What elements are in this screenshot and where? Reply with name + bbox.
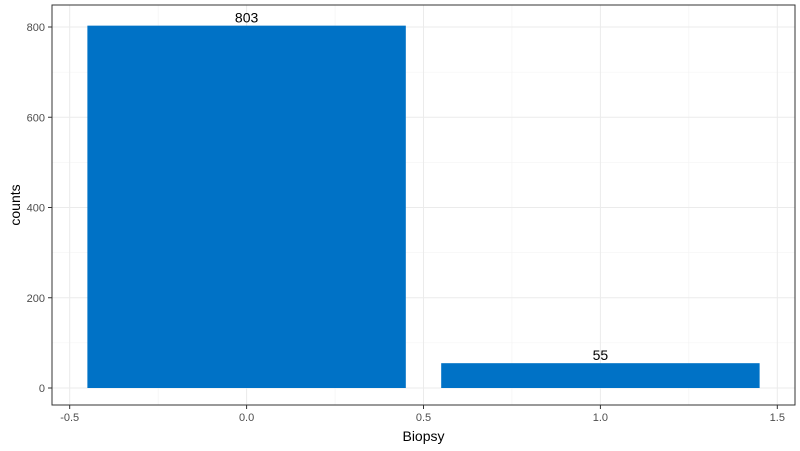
y-tick-label: 600	[27, 112, 45, 124]
x-tick-label: -0.5	[60, 412, 79, 424]
x-tick-label: 1.0	[593, 412, 608, 424]
x-axis-title: Biopsy	[402, 428, 444, 444]
x-axis-ticks: -0.5 0.0 0.5 1.0 1.5	[60, 405, 785, 424]
y-tick-label: 0	[39, 383, 45, 395]
x-tick-label: 1.5	[770, 412, 785, 424]
y-axis-title: counts	[7, 184, 23, 225]
y-tick-label: 400	[27, 203, 45, 215]
x-tick-label: 0.0	[239, 412, 254, 424]
y-tick-label: 200	[27, 293, 45, 305]
data-labels: 803 55	[235, 10, 608, 364]
bar-value-label: 55	[593, 347, 609, 363]
bar	[87, 25, 406, 389]
y-tick-label: 800	[27, 22, 45, 34]
bar-value-label: 803	[235, 10, 259, 26]
bars	[87, 25, 760, 389]
bar	[441, 363, 760, 388]
x-tick-label: 0.5	[416, 412, 431, 424]
y-axis-ticks: 0 200 400 600 800	[27, 22, 52, 395]
